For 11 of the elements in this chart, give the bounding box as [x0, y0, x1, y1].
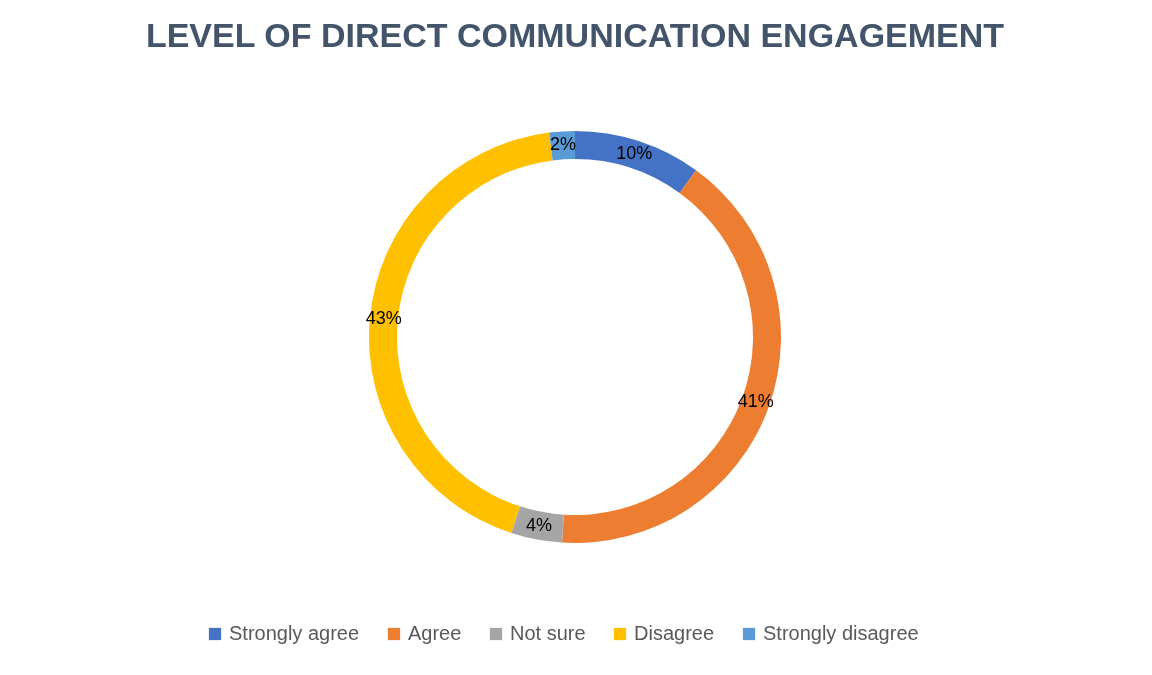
donut-slice — [562, 170, 781, 543]
legend-label: Strongly disagree — [763, 622, 919, 644]
legend-label: Not sure — [510, 622, 586, 644]
data-label: 10% — [616, 143, 653, 164]
legend-label: Disagree — [634, 622, 715, 644]
data-label: 4% — [526, 514, 553, 535]
chart-title: LEVEL OF DIRECT COMMUNICATION ENGAGEMENT — [145, 16, 1005, 54]
donut-slice — [575, 131, 697, 193]
legend-label: Agree — [408, 622, 462, 644]
data-label: 2% — [549, 134, 576, 155]
legend-label: Strongly agree — [229, 622, 360, 644]
